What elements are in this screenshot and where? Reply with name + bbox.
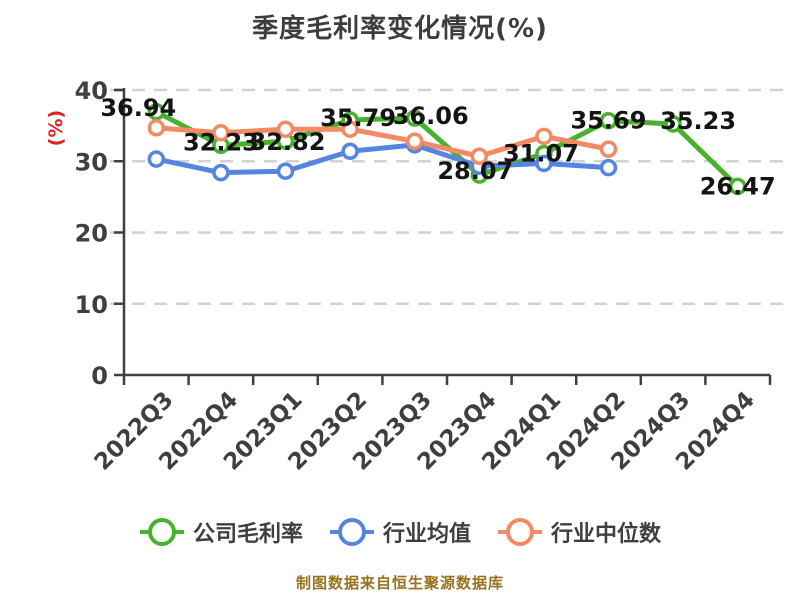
- legend-item-行业中位数[interactable]: 行业中位数: [497, 516, 661, 548]
- data-point-marker: [405, 109, 424, 127]
- y-tick-label: 40: [75, 77, 108, 105]
- y-tick-label: 10: [75, 291, 108, 319]
- legend-marker-icon: [498, 518, 542, 546]
- data-point-marker: [276, 120, 295, 138]
- data-point-label: 36.94: [100, 94, 176, 122]
- data-point-label: 26.47: [700, 172, 776, 200]
- data-point-marker: [276, 162, 295, 180]
- data-point-label: 35.79: [320, 104, 396, 132]
- data-point-marker: [599, 140, 618, 158]
- legend-item-行业均值[interactable]: 行业均值: [329, 516, 471, 548]
- data-point-marker: [470, 147, 489, 166]
- data-point-label: 31.07: [503, 140, 579, 168]
- data-point-label: 36.06: [393, 102, 469, 130]
- data-point-marker: [535, 127, 553, 146]
- plot-area: 0102030402022Q32022Q42023Q12023Q22023Q32…: [45, 77, 786, 476]
- y-tick-label: 20: [75, 220, 108, 248]
- data-point-marker: [341, 142, 359, 161]
- y-tick-label: 0: [91, 362, 108, 390]
- data-point-marker: [147, 150, 166, 168]
- data-point-marker: [405, 132, 424, 151]
- data-point-label: 32.23: [183, 128, 259, 156]
- legend-label: 公司毛利率: [192, 522, 303, 547]
- data-point-marker: [212, 124, 230, 142]
- data-point-label: 35.69: [571, 107, 647, 135]
- data-point-marker: [599, 111, 618, 130]
- legend-item-公司毛利率[interactable]: 公司毛利率: [139, 516, 303, 548]
- data-point-marker: [147, 119, 166, 137]
- data-point-label: 35.23: [660, 107, 736, 135]
- legend-label: 行业均值: [382, 522, 471, 547]
- data-source-note: 制图数据来自恒生聚源数据库: [295, 574, 504, 592]
- data-point-marker: [341, 120, 359, 138]
- data-point-marker: [212, 163, 230, 182]
- legend-marker-icon: [329, 518, 374, 546]
- series-line-行业均值: [153, 142, 611, 176]
- legend: 公司毛利率 行业均值 行业中位数: [0, 516, 800, 548]
- data-point-label: 32.82: [250, 128, 326, 156]
- legend-marker-icon: [139, 518, 184, 546]
- data-point-marker: [535, 154, 553, 173]
- y-axis-unit-label: (%): [45, 110, 67, 146]
- data-point-marker: [664, 115, 682, 133]
- y-tick-label: 30: [75, 148, 108, 176]
- data-point-marker: [728, 177, 747, 196]
- data-point-label: 28.07: [437, 157, 513, 185]
- data-point-marker: [147, 103, 166, 121]
- chart-title: 季度毛利率变化情况(%): [252, 14, 548, 44]
- series-line-行业中位数: [153, 125, 611, 159]
- legend-label: 行业中位数: [551, 522, 662, 547]
- data-point-marker: [599, 158, 618, 177]
